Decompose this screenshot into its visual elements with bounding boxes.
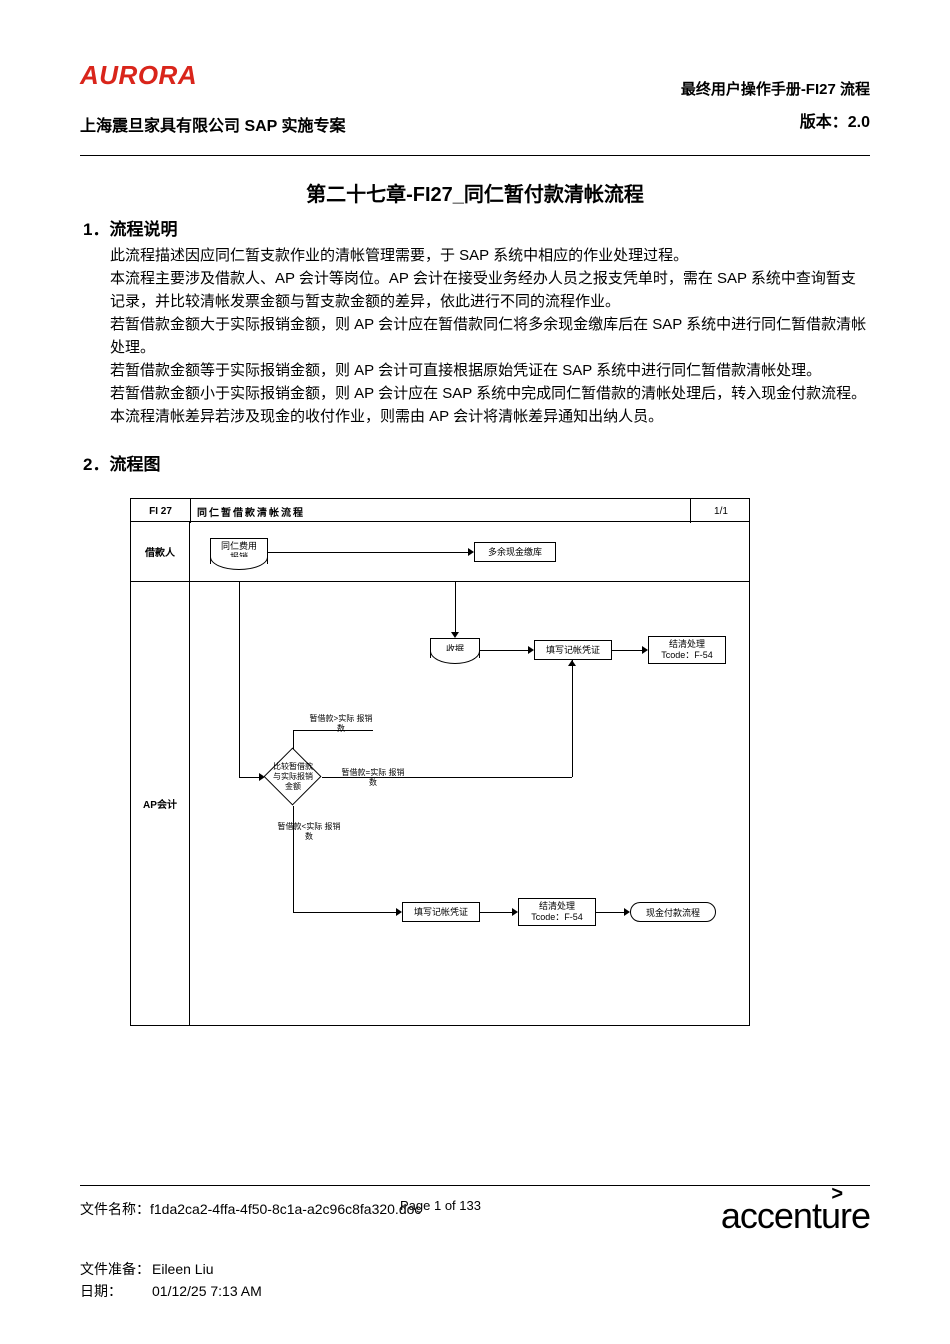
flow-title-row: FI 27 同仁暂借款清帐流程 1/1 <box>130 498 750 522</box>
node-clear-top: 结清处理 Tcode：F-54 <box>648 636 726 664</box>
node-clear-bot-label: 结清处理 Tcode：F-54 <box>531 901 583 923</box>
footer-file-label: 文件名称： <box>80 1201 150 1217</box>
lane-label-borrower: 借款人 <box>130 522 190 582</box>
s1-p1: 此流程描述因应同仁暂支款作业的清帐管理需要，于 SAP 系统中相应的作业处理过程… <box>110 244 868 267</box>
footer-meta: 文件准备：Eileen Liu 日期：01/12/25 7:13 AM <box>80 1258 262 1302</box>
node-receipt: 收据 <box>430 638 480 658</box>
header-doc-title: 最终用户操作手册-FI27 流程 <box>681 78 870 99</box>
flow-title-page: 1/1 <box>691 499 751 523</box>
accenture-logo: > accenture <box>721 1195 870 1237</box>
edge-gt-h <box>293 730 373 731</box>
flow-title-name: 同仁暂借款清帐流程 <box>191 499 691 523</box>
lane-label-ap: AP会计 <box>130 582 190 1026</box>
edge-lt-h <box>293 912 398 913</box>
footer-date-value: 01/12/25 7:13 AM <box>152 1283 262 1299</box>
footer-file: 文件名称：f1da2ca2-4ffa-4f50-8c1a-a2c96c8fa32… <box>80 1198 440 1220</box>
edge-voucher-clear-bot <box>480 912 514 913</box>
label-lt: 暂借款<实际 报销数 <box>274 822 344 842</box>
node-expense-doc-label: 同仁费用 报销 <box>221 541 257 563</box>
edge-gt-v <box>293 730 294 749</box>
node-compare-diamond: 比较暂借款 与实际报销 金额 <box>264 748 322 806</box>
edge-doc-down <box>239 582 240 777</box>
footer-prep-value: Eileen Liu <box>152 1261 214 1277</box>
s1-p3: 若暂借款金额大于实际报销金额，则 AP 会计应在暂借款同仁将多余现金缴库后在 S… <box>110 313 868 359</box>
header-rule <box>80 155 870 156</box>
section-1-body: 此流程描述因应同仁暂支款作业的清帐管理需要，于 SAP 系统中相应的作业处理过程… <box>110 244 868 428</box>
section-1-heading: 1．流程说明 <box>83 215 177 240</box>
footer-prep-label: 文件准备： <box>80 1258 152 1280</box>
footer-date-label: 日期： <box>80 1280 152 1302</box>
lane-body-borrower: 同仁费用 报销 多余现金缴库 <box>190 522 750 582</box>
edge-excess-down <box>455 582 456 634</box>
s1-p6: 本流程清帐差异若涉及现金的收付作业，则需由 AP 会计将清帐差异通知出纳人员。 <box>110 405 868 428</box>
header-version: 版本：2.0 <box>670 112 870 134</box>
node-write-voucher-bot: 填写记帐凭证 <box>402 902 480 922</box>
lane-body-ap: 比较暂借款 与实际报销 金额 暂借款>实际 报销数 暂借款=实际 报销数 暂借款… <box>190 582 750 1026</box>
section-2-heading: 2．流程图 <box>83 450 160 475</box>
node-clear-top-label: 结清处理 Tcode：F-54 <box>661 639 713 661</box>
label-eq: 暂借款=实际 报销数 <box>338 768 408 788</box>
node-write-voucher-top: 填写记帐凭证 <box>534 640 612 660</box>
s1-p4: 若暂借款金额等于实际报销金额，则 AP 会计可直接根据原始凭证在 SAP 系统中… <box>110 359 868 382</box>
node-compare-label: 比较暂借款 与实际报销 金额 <box>264 748 322 806</box>
flow-title-code: FI 27 <box>131 499 191 523</box>
label-gt: 暂借款>实际 报销数 <box>306 714 376 734</box>
node-expense-doc: 同仁费用 报销 <box>210 538 268 564</box>
edge-voucher-clear-top <box>612 650 644 651</box>
footer-rule <box>80 1185 870 1186</box>
footer-file-value: f1da2ca2-4ffa-4f50-8c1a-a2c96c8fa320.doc <box>150 1201 421 1217</box>
edge-lt-v <box>293 806 294 912</box>
arrow-eq-up <box>568 660 576 666</box>
aurora-logo: AURORA <box>80 60 197 91</box>
node-excess-cash: 多余现金缴库 <box>474 542 556 562</box>
edge-clear-cash <box>596 912 626 913</box>
edge-doc-to-diamond <box>239 777 261 778</box>
s1-p2: 本流程主要涉及借款人、AP 会计等岗位。AP 会计在接受业务经办人员之报支凭单时… <box>110 267 868 313</box>
edge-eq-h <box>322 777 572 778</box>
document-page: AURORA 最终用户操作手册-FI27 流程 上海震旦家具有限公司 SAP 实… <box>0 0 950 1344</box>
edge-eq-v <box>572 660 573 777</box>
accenture-arrow-icon: > <box>831 1183 842 1206</box>
s1-p5: 若暂借款金额小于实际报销金额，则 AP 会计应在 SAP 系统中完成同仁暂借款的… <box>110 382 868 405</box>
chapter-title: 第二十七章-FI27_同仁暂付款清帐流程 <box>80 178 870 207</box>
accenture-logo-text: accenture <box>721 1195 870 1236</box>
node-cash-pay: 现金付款流程 <box>630 902 716 922</box>
flowchart-container: FI 27 同仁暂借款清帐流程 1/1 借款人 同仁费用 报销 多余现金缴库 A… <box>130 498 750 1026</box>
edge-doc-to-excess <box>268 552 470 553</box>
edge-receipt-voucher <box>480 650 530 651</box>
node-clear-bot: 结清处理 Tcode：F-54 <box>518 898 596 926</box>
footer-page: Page 1 of 133 <box>400 1198 481 1213</box>
header-company-line: 上海震旦家具有限公司 SAP 实施专案 <box>80 112 346 136</box>
